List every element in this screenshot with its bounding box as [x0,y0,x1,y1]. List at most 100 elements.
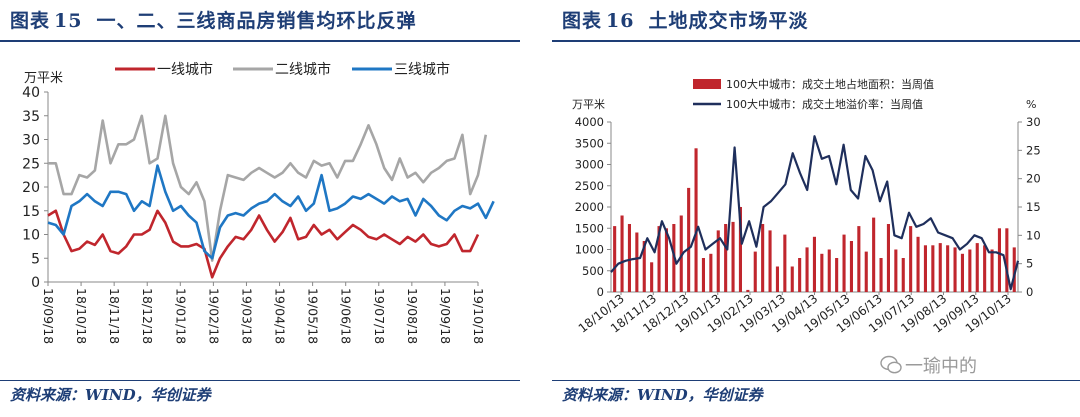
x-tick-label: 19/07/18 [372,288,387,344]
x-tick-label: 19/10/18 [471,288,486,344]
x-tick-label: 19/02/18 [206,288,221,344]
y-right-tick-label: 25 [1026,143,1041,157]
bar [1012,247,1016,292]
bar [716,230,720,292]
bar [983,245,987,293]
y-tick-label: 10 [22,228,40,244]
y-left-tick-label: 1500 [575,221,604,235]
bar [642,241,646,292]
bar [946,245,950,293]
y-right-unit: % [1026,98,1036,111]
x-tick-label: 18/12/18 [140,288,155,344]
y-left-tick-label: 4000 [575,115,604,129]
bar [746,289,750,292]
wechat-icon [880,355,902,374]
figure-number: 16 [606,10,635,32]
bar [753,251,757,292]
x-tick-label: 19/06/18 [339,288,354,344]
bar [701,258,705,292]
series-line-2 [48,114,488,262]
figure-label: 图表 [562,10,603,32]
y-left-tick-label: 2000 [575,200,604,214]
source-rule [552,380,1080,381]
bar [923,245,927,293]
y-left-tick-label: 2500 [575,179,604,193]
y-right-tick-label: 0 [1026,285,1033,299]
bar [960,253,964,293]
x-tick-label: 18/09/18 [41,288,56,344]
bar [894,249,898,292]
bar [820,253,824,293]
bar [938,243,942,292]
bar [997,228,1001,293]
bar [916,236,920,293]
y-left-tick-label: 0 [597,285,604,299]
bar [798,258,802,292]
y-tick-label: 0 [31,275,40,291]
y-right-tick-label: 30 [1026,115,1041,129]
y-left-tick-label: 3500 [575,136,604,150]
y-left-tick-label: 500 [582,264,604,278]
y-right-tick-label: 5 [1026,257,1033,271]
bar [857,226,861,292]
legend-label-bar: 100大中城市：成交土地占地面积：当周值 [726,77,934,91]
figure-15-panel: 图表 15 一、二、三线商品房销售均环比反弹 万平米 0 5 10 15 20 25 30 35 40… [0,0,520,417]
series-line-3 [47,164,495,260]
source-rule [0,380,520,381]
x-tick-label: 19/01/18 [173,288,188,344]
bar [709,253,713,293]
figure-label: 图表 [10,10,51,32]
bar [835,258,839,292]
source-note: 资料来源：WIND，华创证券 [10,386,211,404]
y-right-tick-label: 20 [1026,172,1041,186]
bar [849,241,853,292]
legend-label-2: 二线城市 [275,61,331,78]
bar [687,187,691,292]
x-tick-label: 19/05/18 [306,288,321,344]
land-bar-line-chart: 万平米 % 0 500 1000 1500 2000 2500 3000 3500 4000 0 5 10… [572,77,1041,336]
legend-label-3: 三线城市 [394,61,450,78]
bar [901,258,905,292]
y-left-tick-label: 3000 [575,158,604,172]
x-tick-label: 18/10/18 [74,288,89,344]
legend-label-1: 一线城市 [157,61,213,78]
watermark: 一瑜中的 [905,356,977,377]
bar [613,226,617,292]
x-tick-label: 19/09/18 [438,288,453,344]
figure-16-panel: 图表 16 土地成交市场平淡 万平米% 0 500 1000 1500 2000 2500 300… [552,0,1080,417]
bar [1005,228,1009,293]
bar [783,234,787,292]
bar [768,230,772,292]
bar [650,262,654,293]
title-rule [0,40,520,42]
y-right-tick-label: 10 [1026,228,1041,242]
bar [968,249,972,292]
bar [724,224,728,292]
figure-caption: 一、二、三线商品房销售均环比反弹 [96,10,417,32]
figure-caption: 土地成交市场平淡 [648,10,809,32]
bar [886,224,890,292]
bar [827,249,831,292]
bar [635,232,639,292]
x-tick-label: 19/04/18 [273,288,288,344]
premium-line [610,135,1020,291]
bar [620,215,624,292]
bar [990,249,994,292]
bar [975,243,979,292]
title-rule [552,40,1080,42]
series-line-1 [47,209,480,279]
x-tick-label: 18/11/18 [107,288,122,344]
y-left-unit: 万平米 [572,98,605,111]
x-tick-label: 19/03/18 [239,288,254,344]
legend-label-line: 100大中城市：成交土地溢价率：当周值 [726,97,923,111]
bar [738,207,742,292]
y-tick-label: 30 [22,133,40,149]
y-tick-label: 5 [31,251,40,267]
y-tick-label: 25 [22,156,40,172]
bar [627,224,631,292]
y-tick-label: 35 [22,109,40,125]
bar [872,217,876,292]
y-tick-label: 20 [22,180,40,196]
figure-number: 15 [54,10,83,32]
y-axis-unit: 万平米 [24,71,63,86]
